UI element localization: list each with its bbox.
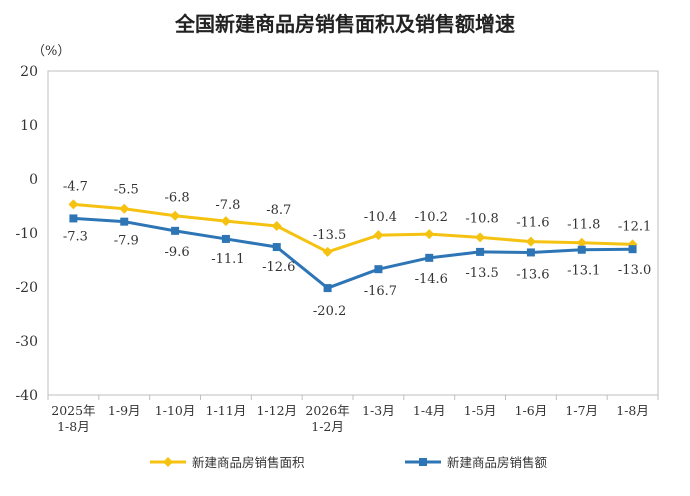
sales-amount-point — [171, 226, 180, 235]
sales-amount-line — [73, 216, 633, 290]
sales-amount-data-label: -11.1 — [211, 252, 244, 267]
sales-area-data-label: -13.5 — [313, 228, 346, 243]
sales-amount-data-label: -9.6 — [165, 245, 190, 260]
x-tick-label: 1-8月 — [57, 419, 90, 434]
sales-amount-data-label: -12.6 — [262, 260, 295, 275]
y-tick-label: 20 — [20, 64, 38, 80]
sales-amount-point — [221, 234, 230, 243]
sales-area-data-label: -10.8 — [465, 211, 498, 226]
x-tick-label: 1-7月 — [565, 403, 598, 418]
sales-area-data-label: -6.8 — [165, 191, 190, 206]
sales-amount-point — [577, 245, 586, 254]
sales-amount-point — [476, 247, 485, 256]
sales-area-data-label: -10.2 — [415, 210, 448, 225]
sales-area-point — [576, 237, 587, 248]
chart-title: 全国新建商品房销售面积及销售额增速 — [175, 12, 515, 36]
sales-amount-point — [272, 243, 281, 252]
sales-amount-data-label: -7.9 — [114, 234, 139, 249]
x-tick-label: 1-9月 — [108, 403, 141, 418]
sales-amount-point — [628, 245, 637, 254]
sales-amount-point — [69, 214, 78, 223]
y-tick-label: -20 — [15, 280, 38, 296]
sales-amount-data-label: -14.6 — [415, 272, 448, 287]
sales-area-point — [322, 246, 333, 257]
sales-amount-point — [323, 284, 332, 293]
x-tick-label: 1-10月 — [155, 403, 196, 418]
sales-amount-data-label: -13.6 — [516, 267, 549, 282]
x-tick-label: 1-12月 — [256, 403, 297, 418]
y-tick-label: 0 — [29, 172, 38, 188]
sales-area-point — [220, 216, 231, 227]
x-tick-label: 1-8月 — [616, 403, 649, 418]
y-axis-unit-label: （%） — [32, 44, 71, 59]
sales-area-data-label: -5.5 — [114, 183, 139, 198]
sales-area-point — [525, 236, 536, 247]
x-tick-label: 1-11月 — [206, 403, 247, 418]
y-tick-label: -10 — [15, 226, 38, 242]
x-tick-label: 2026年 — [305, 403, 349, 418]
legend-sales-amount-marker — [419, 458, 427, 466]
sales-area-point — [170, 210, 181, 221]
sales-area-data-label: -8.7 — [266, 203, 291, 218]
x-tick-label: 2025年 — [51, 403, 95, 418]
sales-area-point — [373, 230, 384, 241]
x-tick-label: 1-4月 — [413, 403, 446, 418]
plot-area-frame — [47, 70, 659, 396]
sales-area-data-label: -12.1 — [618, 219, 651, 234]
sales-amount-data-label: -13.1 — [567, 264, 600, 279]
legend-sales-amount-label: 新建商品房销售额 — [447, 455, 548, 470]
sales-area-data-label: -7.8 — [215, 198, 240, 213]
sales-area-point — [271, 220, 282, 231]
sales-amount-data-label: -16.7 — [364, 284, 397, 299]
sales-area-data-label: -11.6 — [516, 216, 549, 231]
sales-amount-data-label: -20.2 — [313, 304, 346, 319]
sales-area-point — [119, 203, 130, 214]
x-tick-label: 1-6月 — [515, 403, 548, 418]
y-tick-label: 10 — [20, 118, 38, 134]
sales-amount-data-label: -13.0 — [618, 263, 651, 278]
sales-area-point — [475, 232, 486, 243]
sales-amount-data-label: -7.3 — [63, 229, 88, 244]
legend-sales-area-marker — [163, 457, 173, 467]
x-tick-label: 1-2月 — [311, 419, 344, 434]
y-tick-label: -30 — [15, 334, 38, 350]
sales-amount-data-label: -13.5 — [465, 266, 498, 281]
sales-amount-point — [120, 217, 129, 226]
x-tick-label: 1-5月 — [464, 403, 497, 418]
sales-area-line — [73, 202, 633, 254]
sales-area-data-label: -11.8 — [567, 218, 600, 233]
sales-area-data-label: -4.7 — [63, 179, 88, 194]
sales-area-data-label: -10.4 — [364, 210, 397, 225]
sales-amount-point — [526, 248, 535, 257]
legend-sales-area-label: 新建商品房销售面积 — [192, 455, 305, 470]
sales-amount-point — [374, 265, 383, 274]
sales-area-point — [68, 199, 79, 210]
sales-amount-point — [425, 253, 434, 262]
y-tick-label: -40 — [15, 388, 38, 404]
x-tick-label: 1-3月 — [362, 403, 395, 418]
sales-area-point — [424, 229, 435, 240]
